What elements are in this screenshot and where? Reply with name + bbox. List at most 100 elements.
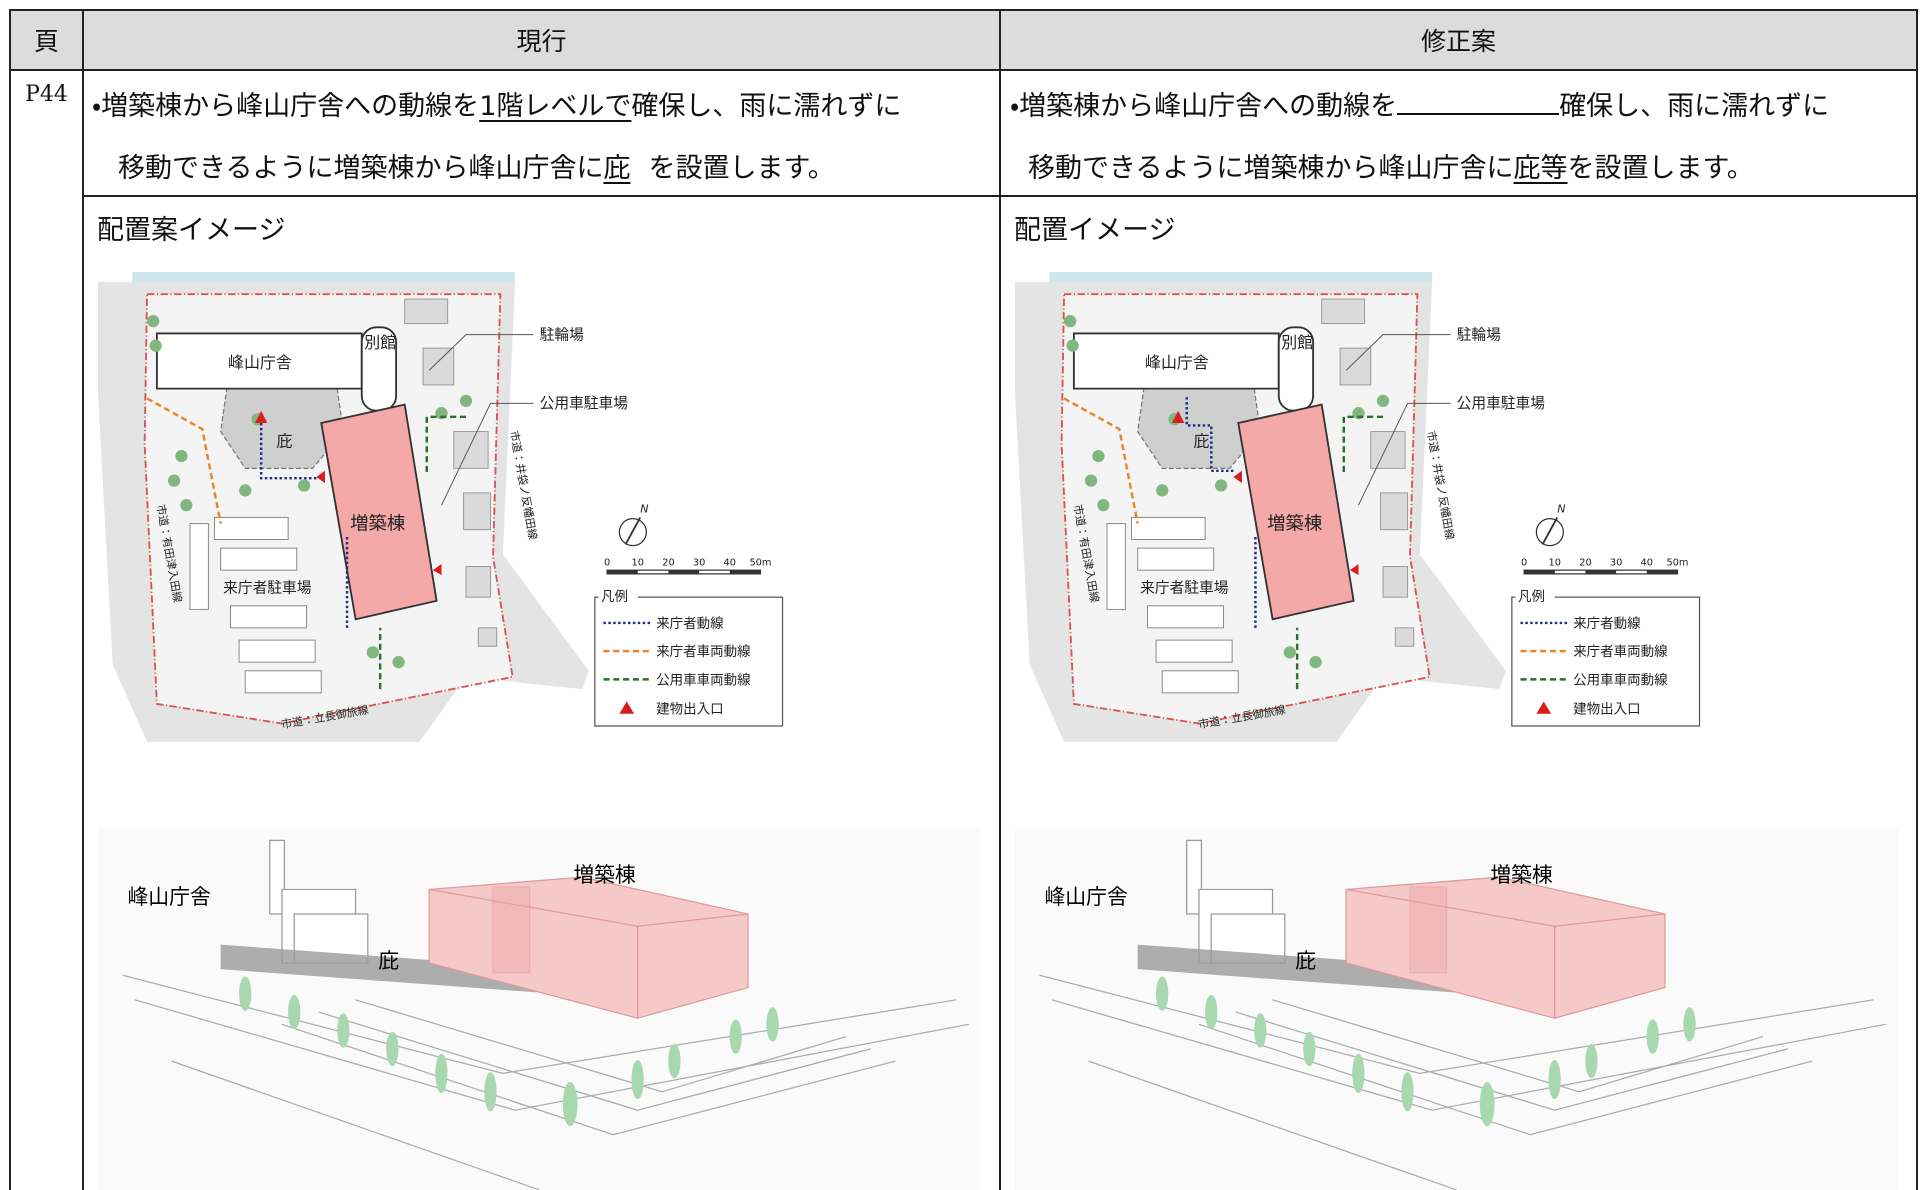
legend-item: 来庁者車両動線 bbox=[656, 644, 751, 660]
extension-building bbox=[1237, 403, 1355, 621]
extension-3d bbox=[428, 876, 749, 1019]
map-label: 峰山庁舎 bbox=[228, 353, 292, 372]
text: ・増築棟から峰山庁舎への動線を bbox=[1010, 91, 1398, 122]
map-label: 庇 bbox=[1193, 431, 1209, 450]
road-label: 市道：井袋ノ反幡田線 bbox=[507, 430, 540, 541]
map-label: 庇 bbox=[276, 431, 292, 450]
compass-needle bbox=[624, 516, 642, 545]
legend-item: 公用車車両動線 bbox=[1573, 672, 1668, 688]
legend-title: 凡例 bbox=[601, 589, 628, 605]
perspective: 峰山庁舎 増築棟 庇 bbox=[1015, 828, 1898, 1190]
perspective-label: 峰山庁舎 bbox=[1044, 885, 1127, 909]
scale-label: 30 bbox=[693, 557, 705, 568]
revised-line1: ・増築棟から峰山庁舎への動線を 確保し、雨に濡れずに bbox=[1010, 84, 1829, 123]
text: 移動できるように増築棟から峰山庁舎に bbox=[1028, 153, 1514, 184]
perspective-label: 峰山庁舎 bbox=[127, 885, 210, 909]
extension-3d bbox=[1345, 876, 1666, 1019]
legend-item: 来庁者動線 bbox=[656, 616, 724, 632]
text: を設置します。 bbox=[1567, 153, 1754, 184]
leader-lines bbox=[1345, 334, 1451, 506]
blank-underline bbox=[1397, 87, 1560, 115]
caption: 配置案イメージ bbox=[97, 215, 286, 246]
main-building-3d bbox=[269, 839, 369, 964]
caption: 配置イメージ bbox=[1014, 215, 1176, 246]
river bbox=[132, 272, 516, 285]
compass-label: N bbox=[640, 503, 648, 516]
scale-label: 50m bbox=[1666, 557, 1688, 568]
ground-lines bbox=[122, 974, 969, 1190]
scale-label: 30 bbox=[1610, 557, 1622, 568]
main-building-3d bbox=[1186, 839, 1286, 964]
text: 確保し、雨に濡れずに bbox=[1559, 91, 1830, 122]
current-line2: 移動できるように増築棟から峰山庁舎に庇 を設置します。 bbox=[118, 146, 835, 185]
surrounding-buildings bbox=[404, 298, 498, 647]
trees-3d bbox=[1156, 976, 1696, 1127]
map-label: 来庁者駐車場 bbox=[223, 579, 312, 596]
compass-needle bbox=[1541, 516, 1559, 545]
surrounding-buildings bbox=[1321, 298, 1415, 647]
map-label: 別館 bbox=[364, 333, 396, 352]
text: 確保し、雨に濡れずに bbox=[631, 91, 902, 122]
scale-bar bbox=[606, 569, 762, 575]
legend-item: 来庁者車両動線 bbox=[1573, 644, 1668, 660]
map-label: 駐輪場 bbox=[1457, 327, 1501, 344]
image-panel: 峰山庁舎 別館 庇 増築棟 来庁者駐車場 駐輪場 公用車駐車場 市道：井袋ノ反幡… bbox=[1000, 196, 1917, 1190]
scale-label: 10 bbox=[1549, 557, 1561, 568]
visitor-route bbox=[259, 422, 349, 628]
legend-item: 建物出入口 bbox=[1573, 702, 1640, 718]
trees-3d bbox=[239, 976, 779, 1127]
underlined-text: 庇 bbox=[603, 153, 631, 184]
map-label: 増築棟 bbox=[1267, 514, 1322, 535]
site-plan: 峰山庁舎 別館 庇 増築棟 来庁者駐車場 駐輪場 公用車駐車場 市道：井袋ノ反幡… bbox=[98, 272, 784, 742]
scale-label: 50m bbox=[749, 557, 771, 568]
map-label: 来庁者駐車場 bbox=[1140, 579, 1229, 596]
legend-swatch bbox=[1536, 701, 1552, 714]
revised-line2: 移動できるように増築棟から峰山庁舎に庇等を設置します。 bbox=[1028, 146, 1754, 185]
map-label: 峰山庁舎 bbox=[1145, 353, 1209, 372]
current-line1: ・増築棟から峰山庁舎への動線を1階レベルで確保し、雨に濡れずに bbox=[92, 84, 901, 123]
header-page: 頁 bbox=[10, 10, 83, 70]
scale-bar bbox=[1523, 569, 1679, 575]
perspective: 峰山庁舎 増築棟 庇 bbox=[98, 828, 981, 1190]
underlined-text: 庇等 bbox=[1513, 153, 1568, 184]
perspective-label: 増築棟 bbox=[1490, 863, 1553, 887]
legend-title-bg bbox=[1515, 589, 1555, 605]
parking-lots bbox=[1106, 516, 1239, 694]
scale-label: 40 bbox=[1641, 557, 1653, 568]
legend-title: 凡例 bbox=[1518, 589, 1545, 605]
text: を設置します。 bbox=[648, 153, 835, 184]
compass bbox=[1535, 518, 1564, 547]
underlined-text: 1階レベルで bbox=[479, 91, 632, 122]
site-plan: 峰山庁舎 別館 庇 増築棟 来庁者駐車場 駐輪場 公用車駐車場 市道：井袋ノ反幡… bbox=[1015, 272, 1701, 742]
extension-building bbox=[320, 403, 438, 621]
text: 移動できるように増築棟から峰山庁舎に bbox=[118, 153, 604, 184]
map-label: 別館 bbox=[1281, 333, 1313, 352]
scale-label: 10 bbox=[632, 557, 644, 568]
text: ・増築棟から峰山庁舎への動線を bbox=[92, 91, 480, 122]
scale-label: 20 bbox=[1579, 557, 1591, 568]
perspective-label: 庇 bbox=[378, 949, 399, 973]
legend-swatch bbox=[619, 701, 635, 714]
perspective-label: 増築棟 bbox=[573, 863, 636, 887]
road-label: 市道：井袋ノ反幡田線 bbox=[1424, 430, 1457, 541]
image-panel: 峰山庁舎 別館 庇 増築棟 来庁者駐車場 駐輪場 公用車駐車場 市道：井袋ノ反幡… bbox=[83, 196, 1000, 1190]
scale-label: 0 bbox=[1521, 557, 1527, 568]
visitor-vehicle-route bbox=[146, 397, 222, 524]
perspective-label: 庇 bbox=[1295, 949, 1316, 973]
map-label: 公用車駐車場 bbox=[1457, 395, 1546, 412]
river bbox=[1049, 272, 1433, 285]
leader-lines bbox=[428, 334, 534, 506]
compass bbox=[618, 518, 647, 547]
visitor-vehicle-route bbox=[1063, 397, 1139, 524]
parking-lots bbox=[189, 516, 322, 694]
legend-item: 来庁者動線 bbox=[1573, 616, 1641, 632]
entrances bbox=[1172, 410, 1359, 576]
scale-label: 0 bbox=[604, 557, 610, 568]
legend-title-bg bbox=[598, 589, 638, 605]
scale-label: 40 bbox=[724, 557, 736, 568]
map-label: 公用車駐車場 bbox=[540, 395, 629, 412]
header-current: 現行 bbox=[83, 10, 1000, 70]
header-revised: 修正案 bbox=[1000, 10, 1917, 70]
legend-item: 公用車車両動線 bbox=[656, 672, 751, 688]
